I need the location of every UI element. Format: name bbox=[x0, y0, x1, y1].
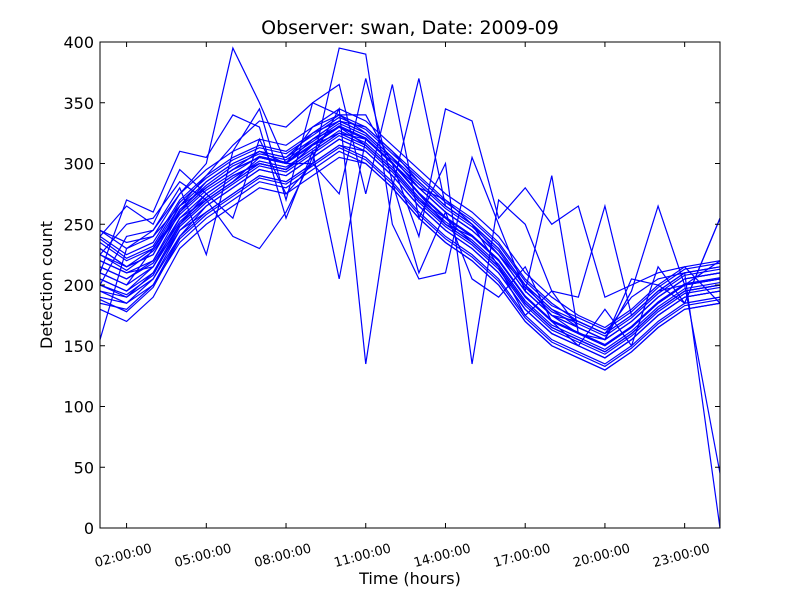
series-line-13 bbox=[99, 132, 721, 353]
series-line-29 bbox=[99, 78, 721, 348]
y-tick-label-9: 400 bbox=[63, 33, 94, 52]
y-tick-label-6: 250 bbox=[63, 215, 94, 234]
series-line-27 bbox=[99, 107, 721, 304]
series-line-16 bbox=[99, 126, 721, 347]
series-line-14 bbox=[99, 156, 721, 371]
series-line-30 bbox=[99, 102, 721, 529]
series-line-5 bbox=[99, 144, 721, 365]
y-tick-label-2: 50 bbox=[74, 458, 94, 477]
chart-title: Observer: swan, Date: 2009-09 bbox=[261, 17, 559, 39]
series-line-26 bbox=[99, 83, 721, 365]
y-axis-label: Detection count bbox=[37, 221, 56, 349]
y-tick-label-4: 150 bbox=[63, 337, 94, 356]
y-tick-label-3: 100 bbox=[63, 398, 94, 417]
series-line-25 bbox=[99, 46, 721, 474]
series-line-22 bbox=[99, 125, 721, 346]
series-line-21 bbox=[99, 130, 721, 351]
series-line-28 bbox=[99, 78, 721, 365]
x-axis-label: Time (hours) bbox=[358, 569, 461, 588]
y-tick-label-5: 200 bbox=[63, 276, 94, 295]
y-tick-label-1: 0 bbox=[84, 519, 94, 538]
y-axis: 0 50 100 150 200 250 300 350 400 bbox=[63, 33, 720, 538]
series-line-20 bbox=[99, 134, 721, 355]
series-line-15 bbox=[99, 108, 721, 329]
series-layer bbox=[99, 46, 721, 529]
series-line-18 bbox=[99, 138, 721, 359]
y-tick-label-8: 350 bbox=[63, 94, 94, 113]
y-tick-label-7: 300 bbox=[63, 155, 94, 174]
